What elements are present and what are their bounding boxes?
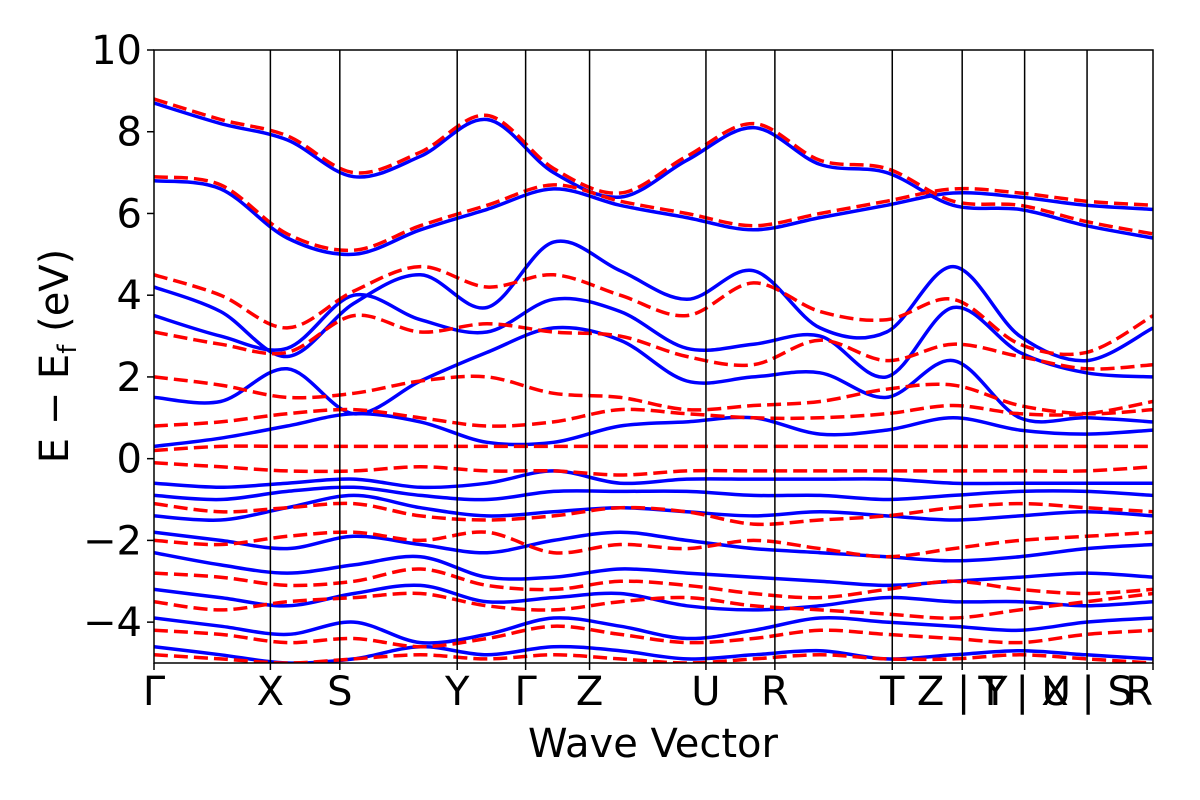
band-line-dashed [154, 374, 1153, 416]
band-line-dashed [154, 264, 1153, 357]
band-line-solid [154, 239, 1153, 363]
band-line-dashed [154, 591, 1153, 620]
x-tick-label: T [879, 669, 905, 715]
y-tick-label: 4 [117, 273, 142, 319]
band-line-dashed [154, 624, 1153, 649]
x-tick-label: R [1125, 669, 1153, 715]
y-tick-label: −4 [83, 600, 142, 646]
band-line-dashed [154, 461, 1153, 477]
y-axis-label-unit: (eV) [32, 249, 78, 345]
x-tick-label: X | S [1041, 669, 1133, 715]
x-tick-label: Γ [143, 669, 166, 715]
x-tick-label: S [327, 669, 352, 715]
band-line-dashed [154, 399, 1153, 428]
band-line-solid [154, 411, 1153, 449]
band-line-solid [154, 485, 1153, 502]
band-line-dashed [154, 444, 1153, 453]
y-tick-label: 10 [91, 28, 142, 74]
x-tick-label: T | U [977, 669, 1071, 715]
band-line-solid [154, 616, 1153, 645]
x-tick-label: U [691, 669, 720, 715]
band-line-solid [154, 550, 1153, 588]
band-line-solid [154, 101, 1153, 240]
band-line-solid [154, 179, 1153, 257]
x-tick-label: R [761, 669, 789, 715]
band-line-dashed [154, 501, 1153, 527]
band-line-dashed [154, 530, 1153, 559]
bands-layer [154, 97, 1153, 663]
band-line-dashed [154, 97, 1153, 236]
y-axis-label: E − Ef (eV) [32, 249, 83, 464]
high-symmetry-lines [269, 50, 1088, 663]
band-line-dashed [154, 174, 1153, 253]
y-tick-label: 0 [117, 437, 142, 483]
band-line-solid [154, 325, 1153, 424]
band-line-solid [154, 530, 1153, 563]
x-axis-label: Wave Vector [528, 721, 779, 767]
y-tick-label: −2 [83, 518, 142, 564]
x-tick-label: X [257, 669, 284, 715]
band-line-solid [154, 469, 1153, 490]
y-tick-label: 6 [117, 191, 142, 237]
x-tick-label: Y [444, 669, 470, 715]
y-tick-label: 8 [117, 110, 142, 156]
x-tick-label: Z [576, 669, 603, 715]
band-line-solid [154, 292, 1153, 379]
band-line-dashed [154, 313, 1153, 371]
plot-frame [153, 49, 1154, 664]
band-line-dashed [154, 653, 1153, 663]
y-axis-label-main: E − E [32, 354, 78, 464]
y-tick-label: 2 [117, 355, 142, 401]
y-axis-label-subscript: f [53, 344, 83, 354]
x-tick-label: Z | Y [917, 669, 1008, 715]
y-axis-ticks: 10 8 6 4 2 0 −2 −4 [83, 28, 154, 646]
band-line-dashed [154, 567, 1153, 600]
x-tick-label: Γ [514, 669, 537, 715]
